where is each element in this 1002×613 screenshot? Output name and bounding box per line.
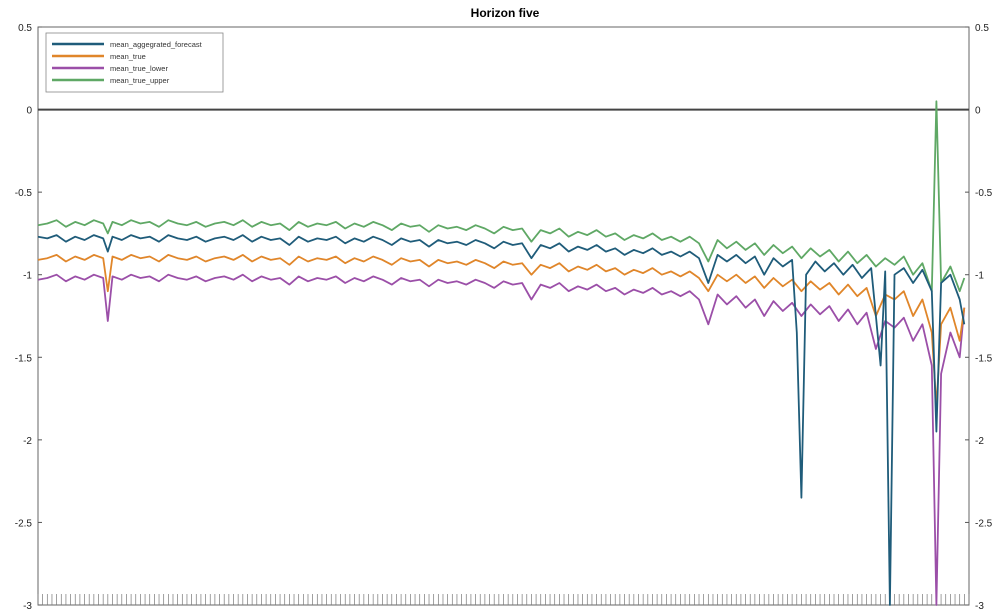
series-line-mean-true-upper bbox=[37, 100, 966, 293]
y-tick-label-right: -0.5 bbox=[975, 188, 993, 199]
legend: mean_aggegrated_forecast mean_true mean_tr… bbox=[45, 32, 224, 93]
chart-title: Horizon five bbox=[471, 6, 540, 20]
series-line-mean-aggegrated-forecast bbox=[37, 234, 966, 606]
y-tick-label-left: -3 bbox=[23, 601, 32, 612]
plot-area bbox=[37, 26, 970, 606]
x-axis-ticks bbox=[37, 594, 970, 605]
series-line-mean-true-lower bbox=[37, 273, 966, 606]
legend-items: mean_aggegrated_forecast mean_true mean_tr… bbox=[52, 40, 203, 85]
y-tick-label-right: -2.5 bbox=[975, 518, 993, 529]
series-line-mean-true bbox=[37, 253, 966, 408]
y-tick-label-right: 0.5 bbox=[975, 23, 989, 34]
y-tick-label-left: -2 bbox=[23, 436, 32, 447]
y-tick-label-left: -2.5 bbox=[15, 518, 33, 529]
y-tick-label-right: -1 bbox=[975, 271, 984, 282]
series-lines bbox=[37, 100, 966, 606]
y-tick-label-right: -1.5 bbox=[975, 353, 993, 364]
y-tick-label-right: -2 bbox=[975, 436, 984, 447]
y-tick-label-left: -1.5 bbox=[15, 353, 33, 364]
legend-label: mean_true_upper bbox=[110, 76, 170, 85]
left-y-axis: 0.5 0 -0.5 -1 -1.5 -2 -2.5 -3 bbox=[15, 23, 42, 612]
legend-label: mean_aggegrated_forecast bbox=[110, 40, 203, 49]
y-tick-label-left: -0.5 bbox=[15, 188, 33, 199]
legend-label: mean_true_lower bbox=[110, 64, 168, 73]
y-tick-label-left: 0 bbox=[26, 106, 32, 117]
legend-label: mean_true bbox=[110, 52, 146, 61]
y-tick-label-right: 0 bbox=[975, 106, 981, 117]
y-tick-label-left: -1 bbox=[23, 271, 32, 282]
y-tick-label-right: -3 bbox=[975, 601, 984, 612]
y-tick-label-left: 0.5 bbox=[18, 23, 32, 34]
